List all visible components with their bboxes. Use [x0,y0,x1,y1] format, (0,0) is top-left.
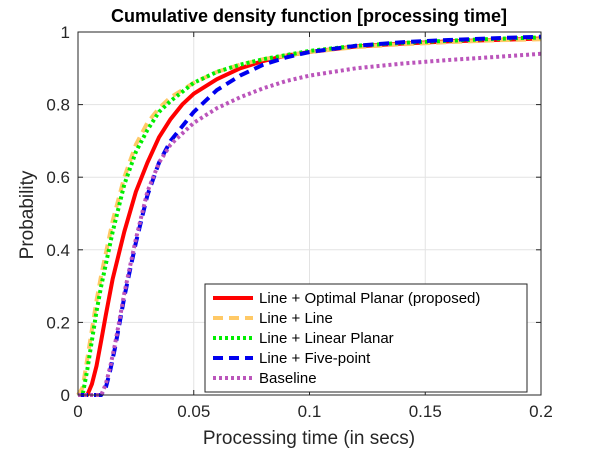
ticks-layer: 0 0.05 0.1 0.15 0.2 0 0.2 0.4 0.6 0.8 1 [46,23,552,421]
y-axis-label: Probability [17,170,38,259]
legend: Line + Optimal Planar (proposed) Line + L… [204,283,528,393]
x-tick-label-2: 0.1 [298,402,322,421]
y-tick-label-1: 0.2 [46,313,70,332]
series-line-4 [78,51,542,397]
series-layer [76,34,542,397]
legend-label-3: Line + Five-point [259,350,371,367]
legend-label-2: Line + Linear Planar [259,330,394,347]
series-line-2 [78,35,542,397]
y-tick-label-3: 0.6 [46,168,70,187]
legend-label-0: Line + Optimal Planar (proposed) [259,290,480,307]
x-tick-label-4: 0.2 [529,402,553,421]
x-tick-label-3: 0.15 [409,402,442,421]
y-tick-label-2: 0.4 [46,241,70,260]
legend-box [204,283,528,393]
y-tick-label-4: 0.8 [46,96,70,115]
y-tick-label-0: 0 [61,386,70,405]
chart-title: Cumulative density function [processing … [111,6,507,26]
legend-label-1: Line + Line [259,310,333,327]
y-tick-label-5: 1 [61,23,70,42]
x-axis-label: Processing time (in secs) [203,428,415,449]
x-tick-label-1: 0.05 [177,402,210,421]
x-tick-label-0: 0 [73,402,82,421]
legend-label-4: Baseline [259,370,317,387]
